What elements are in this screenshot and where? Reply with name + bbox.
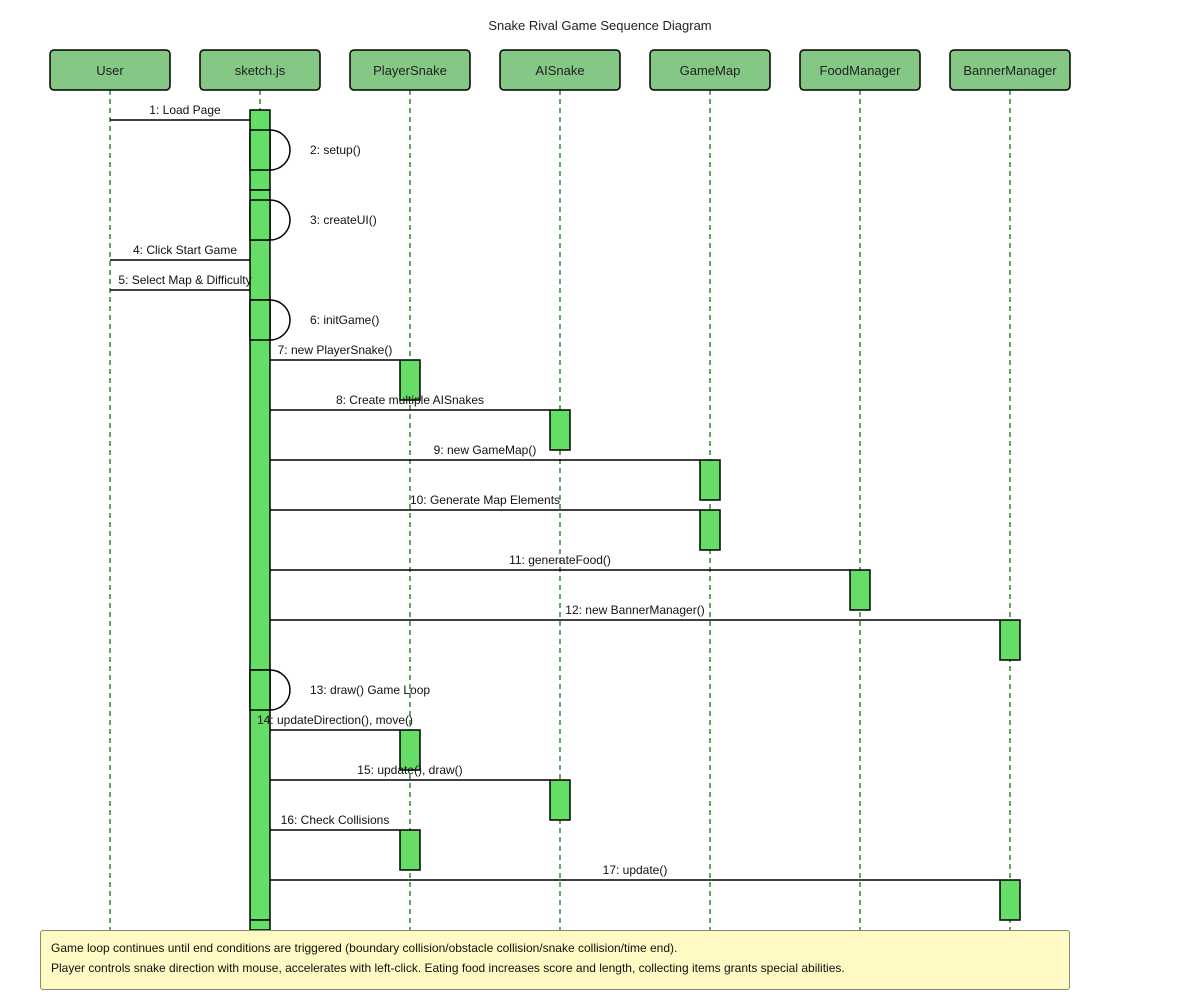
message-label: 14: updateDirection(), move() [257, 713, 413, 727]
self-activation-bar [249, 129, 271, 171]
note-box: Game loop continues until end conditions… [40, 930, 1070, 990]
message-label: 1: Load Page [149, 103, 221, 117]
activation-bar [249, 239, 271, 301]
diagram-title: Snake Rival Game Sequence Diagram [488, 18, 711, 33]
participant-bannermanager-label: BannerManager [963, 63, 1057, 78]
self-activation-bar [249, 199, 271, 241]
activation-bar-aisnake [549, 779, 571, 821]
message-label: 3: createUI() [310, 213, 377, 227]
message-label: 6: initGame() [310, 313, 379, 327]
participant-foodmanager-box [799, 49, 921, 91]
message-label: 13: draw() Game Loop [310, 683, 430, 697]
activation-bar-gamemap [699, 509, 721, 551]
messages: 1: Load Page 2: setup() 3: createUI() 4: Cl… [110, 103, 1000, 881]
activation-bar [249, 919, 271, 931]
message-label: 9: new GameMap() [434, 443, 537, 457]
participant-playersnake-box [349, 49, 471, 91]
participant-sketch-js-label: sketch.js [235, 63, 286, 78]
self-call-arrow [269, 299, 291, 341]
self-call-arrow [269, 669, 291, 711]
participant-gamemap-label: GameMap [680, 63, 741, 78]
message-label: 12: new BannerManager() [565, 603, 704, 617]
participant-user-box [49, 49, 171, 91]
activation-bar-playersnake [399, 729, 421, 771]
activation-bars [249, 109, 1021, 931]
participant-sketch-js-box [199, 49, 321, 91]
self-activation-bar [249, 669, 271, 711]
activation-bar-aisnake [549, 409, 571, 451]
message-label: 8: Create multiple AISnakes [336, 393, 484, 407]
message-label: 15: update(), draw() [357, 763, 462, 777]
activation-bar-bannermanager [999, 879, 1021, 921]
participant-playersnake-label: PlayerSnake [373, 63, 447, 78]
message-label: 16: Check Collisions [281, 813, 390, 827]
participant-user-label: User [96, 63, 124, 78]
participant-aisnake-label: AISnake [535, 63, 584, 78]
self-call-arrow [269, 129, 291, 171]
participant-gamemap-box [649, 49, 771, 91]
message-label: 11: generateFood() [509, 553, 611, 567]
message-label: 5: Select Map & Difficulty [118, 273, 251, 287]
note-line: Player controls snake direction with mou… [51, 961, 845, 975]
message-label: 4: Click Start Game [133, 243, 237, 257]
activation-bar-bannermanager [999, 619, 1021, 661]
self-call-arrow [269, 199, 291, 241]
note-line: Game loop continues until end conditions… [51, 941, 678, 955]
activation-bar [249, 299, 271, 671]
activation-bar-gamemap [699, 459, 721, 501]
participant-foodmanager-label: FoodManager [820, 63, 902, 78]
activation-bar-playersnake [399, 359, 421, 401]
activation-bar-playersnake [399, 829, 421, 871]
participants: User sketch.js PlayerSnake AISnake GameMap Fo… [49, 49, 1071, 91]
message-label: 7: new PlayerSnake() [278, 343, 393, 357]
participant-bannermanager-box [949, 49, 1071, 91]
message-label: 2: setup() [310, 143, 361, 157]
self-activation-bar [249, 299, 271, 341]
message-label: 10: Generate Map Elements [410, 493, 560, 507]
activation-bar-foodmanager [849, 569, 871, 611]
message-label: 17: update() [603, 863, 668, 877]
participant-aisnake-box [499, 49, 621, 91]
